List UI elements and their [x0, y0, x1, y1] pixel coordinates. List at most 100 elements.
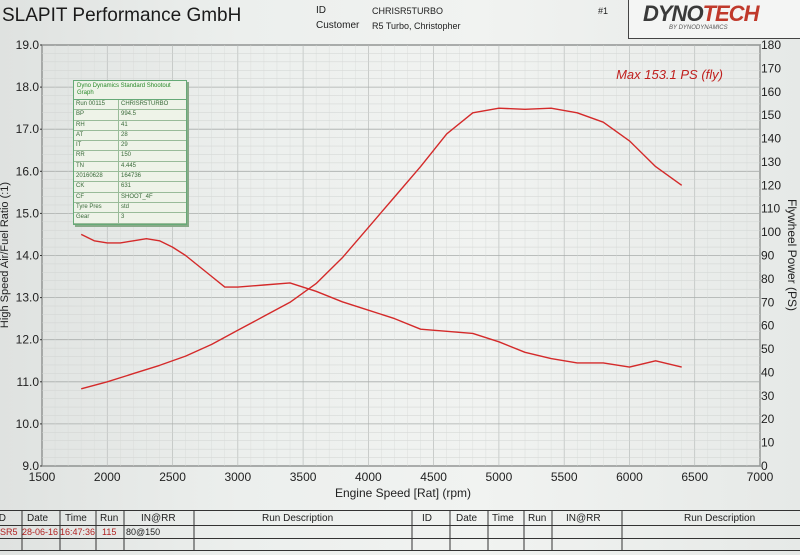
info-row: TN 4.445 — [74, 161, 186, 173]
x-tick-label: 7000 — [747, 470, 774, 484]
max-power-annotation: Max 153.1 PS (fly) — [616, 67, 723, 82]
info-row: Run 00115 CHRISR5TURBO — [74, 100, 186, 111]
y-right-tick-label: 20 — [761, 412, 775, 426]
info-key: TN — [74, 161, 119, 172]
col-header-date: Date — [27, 513, 49, 524]
info-row: BP 994.5 — [74, 110, 186, 121]
info-value: 3 — [121, 214, 125, 221]
dyno-chart: 1500 2000 2500 3000 3500 4000 4500 5000 5500 6000… — [0, 38, 799, 500]
x-tick-label: 3000 — [224, 470, 251, 484]
y-right-tick-label: 120 — [761, 178, 781, 192]
y-left-axis-title: High Speed Air/Fuel Ratio (:1) — [0, 182, 11, 328]
logo-wordmark: DYNOTECH — [643, 1, 759, 27]
info-value: SHOOT_4F — [121, 193, 153, 200]
info-value: 4.445 — [121, 162, 137, 169]
y-left-tick-label: 15.0 — [16, 206, 40, 220]
y-left-tick-label: 17.0 — [16, 122, 40, 136]
col-header-id-2: ID — [422, 513, 432, 524]
info-key: CK — [74, 182, 119, 192]
info-key: RR — [74, 151, 119, 161]
x-tick-label: 6500 — [681, 470, 708, 484]
col-header-time-2: Time — [492, 513, 514, 524]
info-key: AT — [74, 130, 119, 141]
info-value: CHRISR5TURBO — [121, 101, 169, 107]
info-value: 631 — [121, 183, 132, 190]
col-header-date-2: Date — [456, 513, 478, 524]
afr-curve — [80, 233, 682, 368]
col-header-run-2: Run — [528, 513, 547, 524]
info-value: 28 — [121, 131, 128, 138]
col-header-inrr: IN@RR — [141, 513, 176, 524]
power-curve — [81, 107, 683, 390]
y-right-tick-label: 140 — [761, 132, 781, 146]
x-tick-label: 4500 — [420, 470, 447, 484]
y-right-tick-label: 130 — [761, 155, 781, 169]
company-name: SLAPIT Performance GmbH — [2, 5, 242, 26]
y-left-tick-label: 11.0 — [17, 375, 40, 389]
x-tick-label: 3500 — [290, 470, 317, 484]
y-right-tick-label: 160 — [761, 85, 781, 99]
info-key: BP — [74, 110, 119, 120]
y-left-tick-label: 14.0 — [16, 249, 40, 263]
y-right-tick-label: 150 — [761, 108, 781, 122]
info-key: Tyre Pres — [74, 202, 119, 213]
x-tick-label: 6000 — [616, 470, 643, 484]
info-row: Tyre Pres std — [74, 202, 186, 214]
y-right-tick-label: 30 — [761, 389, 775, 403]
x-axis-title: Engine Speed [Rat] (rpm) — [335, 486, 471, 500]
customer-label: Customer — [316, 20, 360, 31]
info-value: 994.5 — [121, 111, 137, 118]
info-row: CF SHOOT_4F — [74, 192, 186, 203]
y-left-tick-label: 18.0 — [16, 80, 40, 94]
y-right-tick-label: 0 — [761, 459, 768, 473]
y-right-tick-label: 50 — [761, 342, 775, 356]
id-value: CHRISR5TURBO — [372, 6, 444, 16]
info-value: std — [121, 203, 130, 210]
info-row: RH 41 — [74, 120, 186, 131]
dynotech-logo: DYNOTECH BY DYNODYNAMICS — [628, 0, 800, 39]
x-tick-label: 5500 — [551, 470, 578, 484]
info-row: Gear 3 — [74, 213, 186, 224]
info-key: IT — [74, 141, 119, 151]
y-right-tick-label: 100 — [761, 225, 781, 239]
y-right-tick-label: 180 — [761, 38, 781, 52]
y-left-tick-label: 9.0 — [22, 459, 39, 473]
col-header-run-description: Run Description — [262, 513, 334, 524]
run-number: #1 — [598, 6, 609, 16]
col-header-run-description-2: Run Description — [684, 513, 756, 524]
x-tick-label: 1500 — [29, 470, 56, 484]
info-key: Gear — [74, 213, 119, 223]
info-key: CF — [74, 192, 119, 202]
info-value: 41 — [121, 121, 128, 128]
row-date: 28-06-16 — [22, 527, 59, 537]
y-left-tick-label: 16.0 — [16, 164, 40, 178]
y-left-tick-label: 12.0 — [16, 333, 40, 347]
run-info-box: Dyno Dynamics Standard Shootout Graph Ru… — [73, 80, 187, 225]
y-right-tick-label: 170 — [761, 61, 781, 75]
x-tick-label: 2000 — [94, 470, 121, 484]
info-row: RR 150 — [74, 151, 186, 162]
x-tick-label: 4000 — [355, 470, 382, 484]
id-label: ID — [316, 5, 326, 16]
x-tick-label: 5000 — [486, 470, 513, 484]
y-left-tick-label: 10.0 — [16, 417, 40, 431]
info-value: 29 — [121, 142, 128, 149]
y-right-tick-label: 40 — [761, 365, 775, 379]
info-row: IT 29 — [74, 141, 186, 152]
info-row: AT 28 — [74, 130, 186, 142]
y-right-axis-title: Flywheel Power (PS) — [785, 199, 799, 311]
y-right-tick-label: 90 — [761, 249, 775, 263]
info-key: 20160628 — [74, 172, 119, 182]
y-right-tick-label: 80 — [761, 272, 775, 286]
col-header-id: ID — [0, 513, 6, 524]
info-value: 150 — [121, 152, 132, 159]
info-box-title: Dyno Dynamics Standard Shootout Graph — [74, 81, 186, 100]
col-header-time: Time — [65, 513, 87, 524]
x-tick-label: 2500 — [159, 470, 186, 484]
info-rows: Run 00115 CHRISR5TURBO BP 994.5 RH 41 AT 28 IT 29… — [74, 100, 186, 224]
row-id: CHRISR5 — [0, 527, 18, 537]
info-row: 20160628 164736 — [74, 172, 186, 183]
y-right-tick-label: 110 — [761, 202, 780, 216]
info-key: Run 00115 — [74, 100, 119, 110]
